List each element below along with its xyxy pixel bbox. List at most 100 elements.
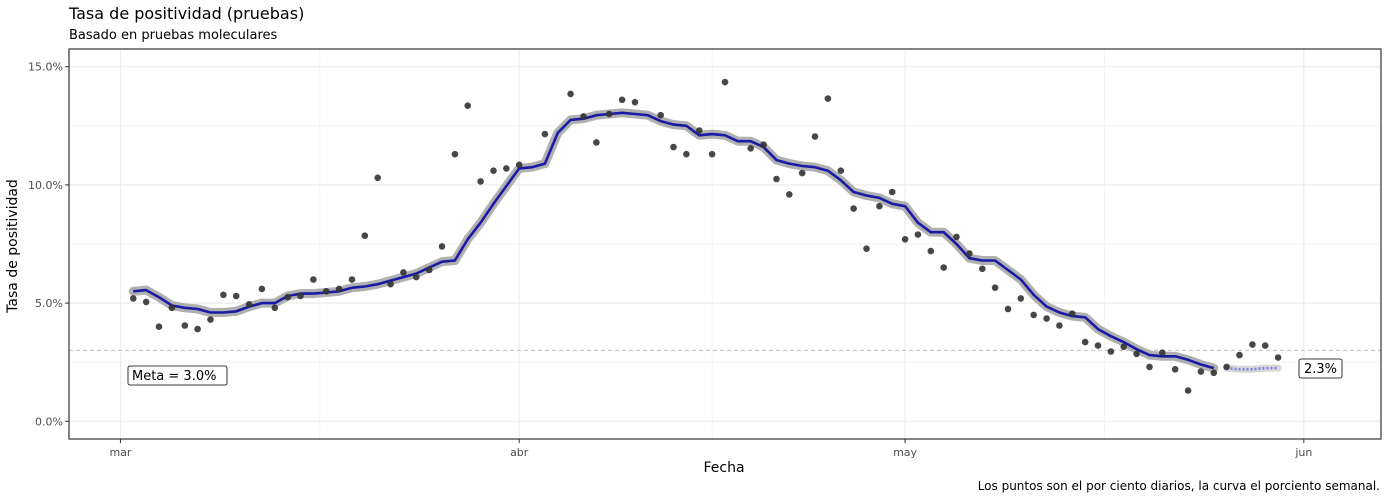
data-point xyxy=(901,236,909,243)
data-point xyxy=(888,188,896,196)
data-point xyxy=(464,102,472,109)
chart-subtitle: Basado en pruebas moleculares xyxy=(69,28,278,43)
data-point xyxy=(773,175,780,183)
data-point xyxy=(387,280,394,288)
data-point xyxy=(618,96,626,104)
data-point xyxy=(1043,315,1050,322)
y-tick-label: 15.0% xyxy=(28,61,63,74)
data-point xyxy=(979,265,986,273)
data-point xyxy=(605,110,613,118)
data-point xyxy=(593,139,600,146)
data-point xyxy=(1069,310,1076,318)
goal-label-text: Meta = 3.0% xyxy=(132,369,216,384)
data-point xyxy=(940,264,947,271)
last-value-box xyxy=(1298,358,1343,379)
x-axis-ticks: mar abr may jun xyxy=(109,439,1312,459)
data-point xyxy=(400,269,407,276)
data-point xyxy=(1004,305,1012,313)
data-point xyxy=(1133,350,1140,358)
y-tick-label: 0.0% xyxy=(35,415,63,428)
x-tick-label: jun xyxy=(1294,446,1312,459)
data-point xyxy=(1017,295,1025,302)
data-point xyxy=(361,232,369,239)
data-point xyxy=(1146,363,1153,371)
data-point xyxy=(168,304,176,312)
data-point xyxy=(1210,369,1218,377)
data-point xyxy=(1030,311,1037,319)
data-point xyxy=(1159,349,1166,357)
data-point xyxy=(142,298,150,306)
last-value-label: 2.3% xyxy=(1298,358,1343,379)
goal-label-box xyxy=(127,365,228,386)
series-line-semanal xyxy=(133,111,1215,370)
data-point xyxy=(1120,343,1127,351)
data-point xyxy=(310,276,317,283)
x-axis-title: Fecha xyxy=(703,460,744,476)
data-point xyxy=(863,245,870,252)
data-point xyxy=(811,133,819,140)
data-point xyxy=(181,322,189,329)
data-point xyxy=(438,243,446,250)
data-point xyxy=(708,150,716,158)
data-point xyxy=(232,292,240,300)
data-point xyxy=(284,293,292,301)
data-point xyxy=(451,150,459,158)
data-point xyxy=(567,90,574,98)
data-point xyxy=(721,78,729,86)
data-point xyxy=(490,167,497,174)
y-tick-label: 10.0% xyxy=(28,179,63,192)
data-point xyxy=(323,288,330,295)
data-point xyxy=(1107,348,1115,355)
x-tick-label: abr xyxy=(510,446,529,459)
data-point xyxy=(824,95,832,102)
chart-title: Tasa de positividad (pruebas) xyxy=(68,4,304,23)
data-point xyxy=(760,141,767,148)
data-point xyxy=(503,165,510,172)
data-point xyxy=(1081,338,1089,346)
data-point xyxy=(374,174,382,182)
last-value-text: 2.3% xyxy=(1304,362,1337,377)
data-point xyxy=(1274,354,1282,361)
data-point xyxy=(477,178,484,185)
data-point xyxy=(258,285,266,293)
data-point xyxy=(1249,341,1256,348)
data-point xyxy=(1236,351,1243,359)
data-point xyxy=(670,143,677,151)
data-point xyxy=(413,273,420,281)
weekly-curve xyxy=(133,111,1279,371)
data-point xyxy=(541,130,549,138)
data-point xyxy=(927,247,935,255)
daily-points xyxy=(130,78,1282,394)
y-axis-ticks: 0.0% 5.0% 10.0% 15.0% xyxy=(28,61,69,428)
x-tick-label: may xyxy=(893,446,917,459)
data-point xyxy=(837,167,845,174)
y-axis-title: Tasa de positividad xyxy=(5,179,21,314)
data-point xyxy=(348,276,356,283)
data-point xyxy=(297,292,304,300)
data-point xyxy=(194,325,201,333)
data-point xyxy=(425,266,433,274)
data-point xyxy=(130,295,137,302)
chart-caption: Los puntos son el por ciento diarios, la… xyxy=(978,479,1380,493)
x-tick-label: mar xyxy=(109,446,131,459)
data-point xyxy=(966,250,973,257)
series-line-semanal-parcial xyxy=(1226,366,1279,371)
grid-minor xyxy=(69,49,1381,439)
data-point xyxy=(245,301,253,308)
data-point xyxy=(786,191,793,198)
data-point xyxy=(1094,342,1102,349)
data-point xyxy=(155,323,163,331)
y-tick-label: 5.0% xyxy=(35,297,63,310)
data-point xyxy=(1223,363,1230,371)
data-point xyxy=(914,231,922,238)
data-point xyxy=(953,233,960,241)
data-point xyxy=(1184,387,1192,394)
data-point xyxy=(876,202,883,210)
plot-panel-border xyxy=(68,48,1382,440)
data-point xyxy=(747,145,754,152)
band-semanal xyxy=(128,108,1219,373)
data-point xyxy=(657,111,664,119)
data-point xyxy=(683,150,690,158)
data-point xyxy=(220,291,227,299)
